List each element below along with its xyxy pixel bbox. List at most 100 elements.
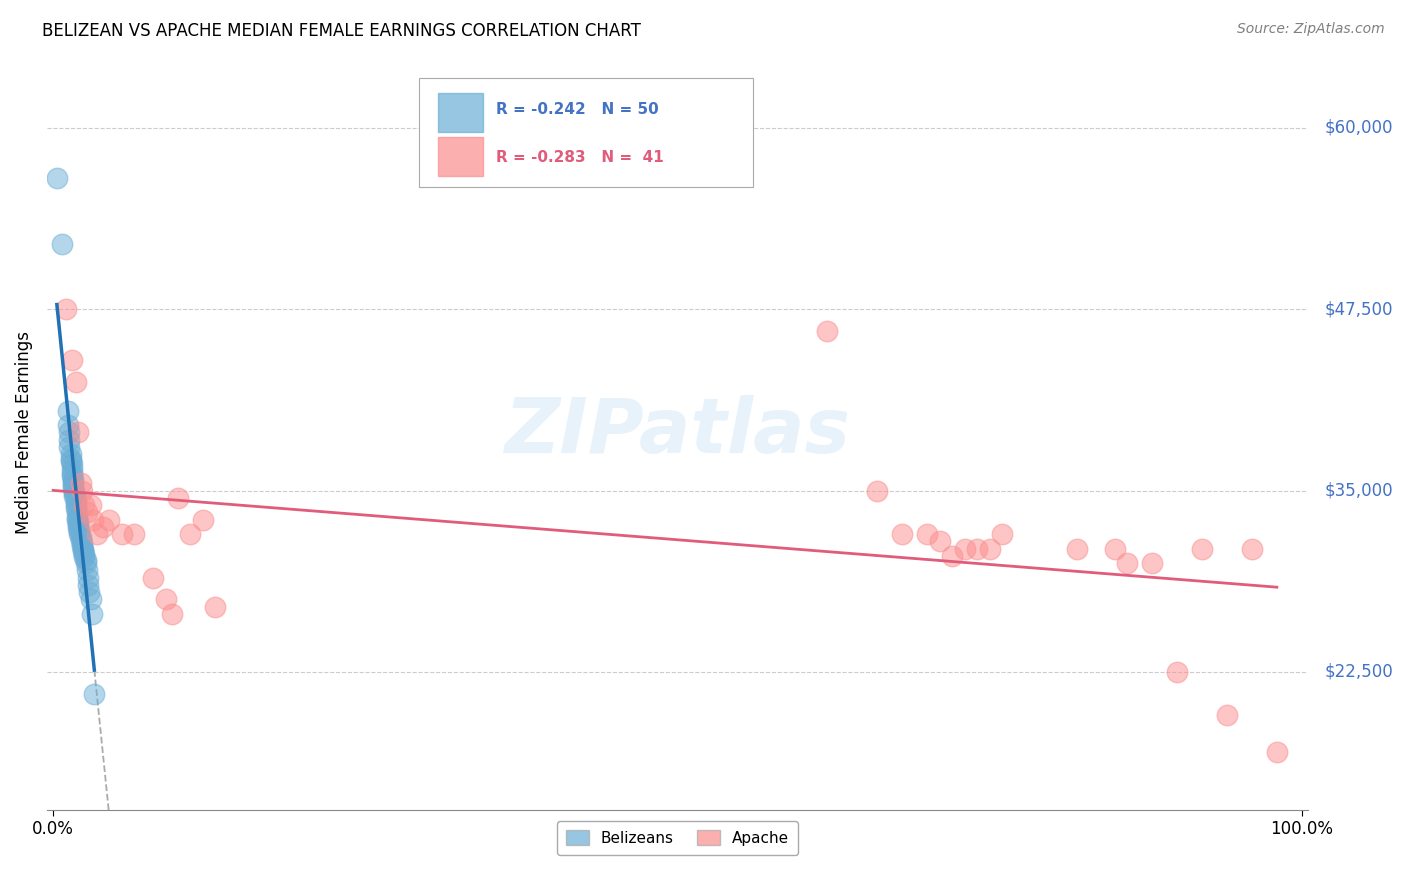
Point (65, 500, 87, 515)
Point (69, 530, 91, 544)
Point (59, 447, 82, 461)
FancyBboxPatch shape (437, 93, 484, 132)
Point (142, 571, 165, 585)
Point (953, 541, 976, 556)
Point (65, 375, 87, 389)
Point (928, 534, 950, 549)
Point (58, 433, 80, 447)
Text: R = -0.242   N = 50: R = -0.242 N = 50 (496, 102, 658, 117)
Point (83, 687, 105, 701)
Point (1240, 541, 1263, 556)
Point (204, 599, 226, 614)
Point (1166, 665, 1188, 679)
Point (815, 324, 838, 338)
Point (73, 498, 96, 512)
Point (891, 527, 914, 541)
Point (98, 512, 121, 526)
Point (111, 527, 134, 541)
Point (1216, 708, 1239, 723)
Point (62, 481, 84, 495)
Point (60, 462, 83, 476)
Point (91, 520, 114, 534)
Point (82, 512, 104, 526)
Y-axis label: Median Female Earnings: Median Female Earnings (15, 331, 32, 534)
Point (60, 458, 83, 472)
Point (167, 491, 190, 505)
Text: $22,500: $22,500 (1324, 663, 1393, 681)
Point (60, 466, 83, 480)
Point (76, 505, 98, 519)
Point (79, 592, 101, 607)
Point (75, 556, 97, 570)
Point (60, 469, 83, 483)
Point (179, 527, 201, 541)
Point (1265, 745, 1288, 759)
Point (915, 527, 938, 541)
Point (72, 544, 94, 558)
Point (65, 498, 87, 512)
Point (160, 607, 183, 621)
Text: $60,000: $60,000 (1324, 119, 1393, 136)
Point (76, 563, 98, 577)
Point (73, 550, 96, 565)
Point (55, 302, 77, 317)
Point (1191, 541, 1213, 556)
Point (67, 516, 90, 530)
Legend: Belizeans, Apache: Belizeans, Apache (557, 821, 799, 855)
Text: $35,000: $35,000 (1324, 482, 1393, 500)
Point (991, 527, 1014, 541)
Point (73, 547, 96, 561)
Point (67, 524, 90, 538)
Point (58, 425, 80, 440)
Point (1104, 541, 1126, 556)
Point (966, 541, 988, 556)
Point (80, 607, 103, 621)
Point (58, 440, 80, 454)
Point (66, 509, 89, 524)
Point (1116, 556, 1139, 570)
Point (65, 492, 87, 507)
Point (79, 585, 101, 599)
Point (70, 483, 93, 498)
Point (69, 533, 91, 547)
Point (67, 521, 90, 535)
FancyBboxPatch shape (419, 78, 754, 187)
Point (866, 483, 889, 498)
Point (62, 472, 84, 486)
Point (155, 592, 177, 607)
Point (62, 475, 84, 489)
Point (66, 505, 89, 519)
Point (56, 418, 79, 433)
Point (63, 486, 86, 500)
Point (63, 483, 86, 498)
Point (59, 454, 82, 468)
Text: BELIZEAN VS APACHE MEDIAN FEMALE EARNINGS CORRELATION CHART: BELIZEAN VS APACHE MEDIAN FEMALE EARNING… (42, 22, 641, 40)
Point (45, 171, 67, 186)
Point (70, 535, 93, 549)
Point (67, 425, 90, 440)
Text: $47,500: $47,500 (1324, 300, 1393, 318)
FancyBboxPatch shape (437, 136, 484, 176)
Point (979, 541, 1001, 556)
Text: Source: ZipAtlas.com: Source: ZipAtlas.com (1237, 22, 1385, 37)
Point (77, 571, 100, 585)
Point (56, 403, 79, 417)
Text: R = -0.283   N =  41: R = -0.283 N = 41 (496, 151, 664, 165)
Point (65, 495, 87, 509)
Point (86, 527, 108, 541)
Point (67, 518, 90, 533)
Point (59, 451, 82, 466)
Point (1140, 556, 1163, 570)
Point (72, 541, 94, 556)
Point (67, 527, 90, 541)
Point (124, 527, 146, 541)
Point (69, 476, 91, 491)
Point (62, 477, 84, 491)
Point (51, 236, 73, 251)
Point (941, 549, 963, 563)
Point (1066, 541, 1088, 556)
Text: ZIPatlas: ZIPatlas (505, 395, 851, 469)
Point (60, 352, 83, 367)
Point (70, 539, 93, 553)
Point (63, 489, 86, 503)
